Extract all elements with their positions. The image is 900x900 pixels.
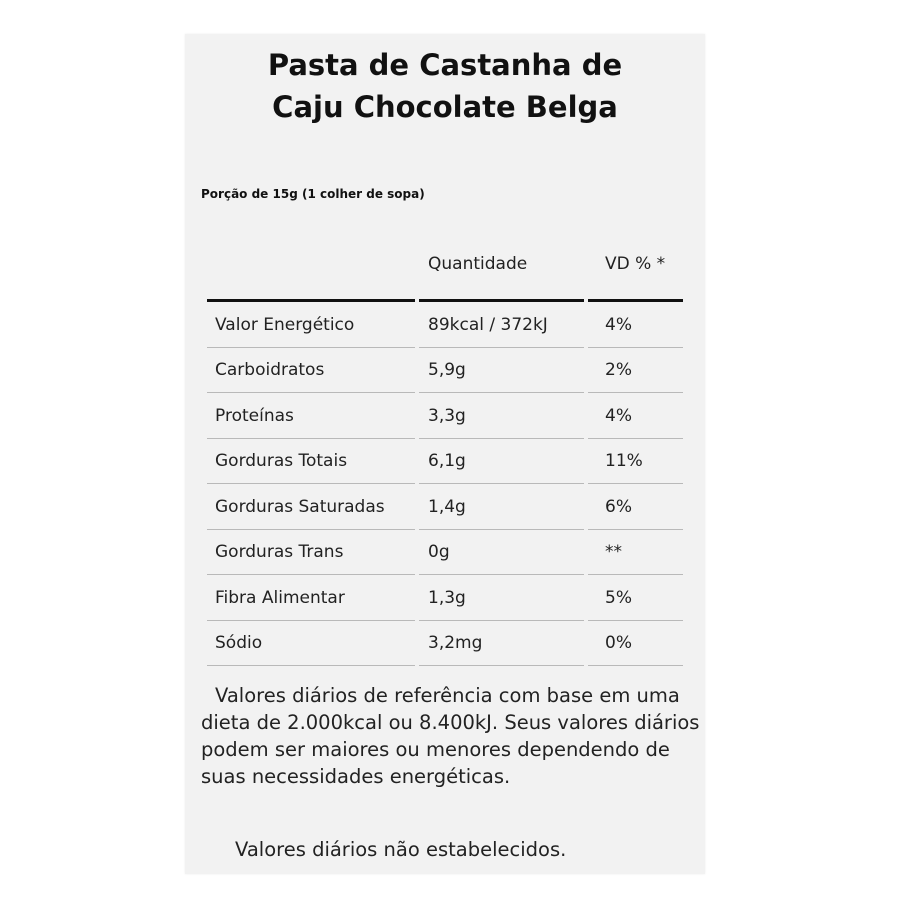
- daily-values-footnote: Valores diários de referência com base e…: [201, 684, 700, 788]
- nutrient-daily-value: 11%: [588, 439, 683, 485]
- header-daily-value: VD % *: [588, 254, 683, 302]
- nutrition-facts-panel: Pasta de Castanha de Caju Chocolate Belg…: [185, 34, 705, 874]
- nutrient-amount: 1,3g: [419, 575, 588, 621]
- nutrient-name: Proteínas: [207, 393, 419, 439]
- table-row: Gorduras Trans 0g **: [207, 530, 683, 576]
- nutrient-amount: 1,4g: [419, 484, 588, 530]
- table-row: Sódio 3,2mg 0%: [207, 621, 683, 667]
- nutrition-table: Quantidade VD % * Valor Energético 89kca…: [207, 254, 683, 666]
- nutrient-name: Carboidratos: [207, 348, 419, 394]
- nutrient-name: Gorduras Totais: [207, 439, 419, 485]
- nutrient-daily-value: 4%: [588, 302, 683, 348]
- nutrient-daily-value: 0%: [588, 621, 683, 667]
- nutrient-amount: 0g: [419, 530, 588, 576]
- nutrient-daily-value: 2%: [588, 348, 683, 394]
- serving-size: Porção de 15g (1 colher de sopa): [201, 187, 425, 201]
- product-title-line-2: Caju Chocolate Belga: [272, 90, 618, 124]
- table-row: Gorduras Saturadas 1,4g 6%: [207, 484, 683, 530]
- nutrient-daily-value: 6%: [588, 484, 683, 530]
- nutrient-daily-value: 4%: [588, 393, 683, 439]
- not-established-footnote: Valores diários não estabelecidos.: [235, 838, 567, 861]
- table-row: Carboidratos 5,9g 2%: [207, 348, 683, 394]
- nutrient-name: Gorduras Saturadas: [207, 484, 419, 530]
- product-title-line-1: Pasta de Castanha de: [267, 48, 623, 82]
- nutrient-amount: 6,1g: [419, 439, 588, 485]
- nutrient-amount: 3,2mg: [419, 621, 588, 667]
- table-row: Gorduras Totais 6,1g 11%: [207, 439, 683, 485]
- header-quantity: Quantidade: [419, 254, 588, 302]
- table-header-row: Quantidade VD % *: [207, 254, 683, 302]
- table-row: Valor Energético 89kcal / 372kJ 4%: [207, 302, 683, 348]
- nutrient-amount: 5,9g: [419, 348, 588, 394]
- nutrient-name: Sódio: [207, 621, 419, 667]
- header-nutrient: [207, 254, 419, 302]
- nutrient-name: Valor Energético: [207, 302, 419, 348]
- nutrient-name: Gorduras Trans: [207, 530, 419, 576]
- nutrient-amount: 3,3g: [419, 393, 588, 439]
- nutrient-daily-value: **: [588, 530, 683, 576]
- nutrient-name: Fibra Alimentar: [207, 575, 419, 621]
- nutrient-daily-value: 5%: [588, 575, 683, 621]
- table-row: Fibra Alimentar 1,3g 5%: [207, 575, 683, 621]
- table-row: Proteínas 3,3g 4%: [207, 393, 683, 439]
- nutrient-amount: 89kcal / 372kJ: [419, 302, 588, 348]
- product-title: Pasta de Castanha de Caju Chocolate Belg…: [185, 44, 705, 128]
